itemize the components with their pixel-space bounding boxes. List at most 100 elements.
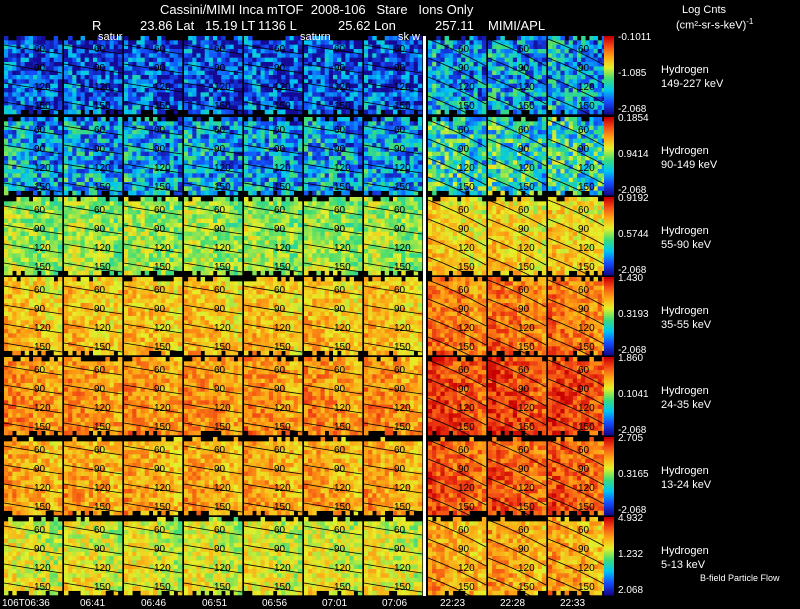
colorbar-cell [604,378,614,381]
contour-label: 60 [458,445,470,456]
image-panel [3,197,63,276]
colorbar-cell [604,61,614,64]
colorbar-cell [604,230,614,233]
time-label: 06:41 [80,598,106,609]
contour-label: 150 [94,101,111,112]
colorbar-cell [604,273,614,276]
colorbar-cell [604,169,614,172]
colorbar-cell [604,239,614,243]
contour-label: 60 [154,285,166,296]
contour-label: 90 [94,544,106,555]
contour-label: 150 [214,502,231,513]
contour-label: 120 [154,163,171,174]
species-label: Hydrogen [661,465,709,477]
colorbar-cell [604,78,614,82]
image-panel [123,36,183,115]
panel-overlay-label: saturn [300,31,331,43]
colorbar-cell [604,571,614,574]
colorbar-cell [604,308,614,311]
contour-label: 150 [94,422,111,433]
chart-title: Cassini/MIMI Inca mTOF 2008-106 Stare Io… [160,2,474,17]
image-panel [547,437,607,525]
image-panel [183,437,243,516]
contour-label: 60 [94,44,106,55]
contour-label: 150 [34,182,51,193]
contour-label: 90 [334,544,346,555]
contour-label: 120 [458,243,475,254]
contour-label: 90 [94,304,106,315]
contour-label: 90 [394,544,406,555]
time-label: 22:23 [440,598,466,609]
contour-label: 150 [334,101,351,112]
contour-label: 150 [94,582,111,593]
colorbar-cell [604,491,614,494]
contour-label: 60 [94,285,106,296]
contour-label: 150 [394,101,411,112]
colorbar-min-label: -2.068 [618,104,647,115]
colorbar-cell [604,306,614,309]
image-panel [547,117,607,205]
meta-field: MIMI/APL [488,18,546,33]
contour-label: 150 [334,502,351,513]
contour-label: 120 [154,323,171,334]
colorbar-cell [604,503,614,506]
contour-label: 120 [394,323,411,334]
contour-label: 150 [34,101,51,112]
contour-label: 60 [578,445,590,456]
contour-label: 60 [578,285,590,296]
units-title: Log Cnts [682,4,727,16]
contour-label: 120 [394,82,411,93]
colorbar-cell [604,136,614,139]
contour-label: 120 [518,483,535,494]
contour-label: 120 [458,483,475,494]
contour-label: 90 [274,544,286,555]
colorbar-cell [604,520,614,524]
contour-label: 90 [578,144,590,155]
colorbar-cell [604,144,614,147]
contour-label: 90 [458,144,470,155]
contour-label: 150 [154,262,171,273]
colorbar-cell [604,337,614,340]
contour-label: 60 [214,525,226,536]
contour-label: 90 [518,144,530,155]
contour-label: 120 [214,323,231,334]
colorbar-cell [604,323,614,327]
contour-label: 120 [334,483,351,494]
colorbar-cell [604,364,614,368]
contour-label: 90 [274,384,286,395]
colorbar-cell [604,86,614,90]
contour-label: 120 [334,563,351,574]
contour-label: 60 [334,445,346,456]
colorbar-min-label: 2.068 [618,585,644,596]
species-label: Hydrogen [661,545,709,557]
colorbar-cell [604,497,614,500]
contour-label: 120 [458,563,475,574]
colorbar-cell [604,152,614,155]
colorbar-cell [604,138,614,141]
species-label: Hydrogen [661,305,709,317]
colorbar-cell [604,197,614,200]
contour-label: 150 [458,101,475,112]
colorbar-cell [604,360,614,364]
image-panel [123,117,183,196]
colorbar-cell [604,124,614,128]
contour-label: 60 [154,44,166,55]
colorbar-cell [604,150,614,153]
colorbar-mid-label: 1.232 [618,549,644,560]
contour-label: 60 [34,445,46,456]
colorbar-cell [604,544,614,547]
contour-label: 150 [394,422,411,433]
image-panel [3,36,63,115]
colorbar-cell [604,421,614,424]
contour-label: 120 [154,82,171,93]
colorbar-cell [604,159,614,163]
colorbar-cell [604,98,614,101]
meta-field: 1136 L [258,18,297,33]
colorbar-cell [604,481,614,485]
contour-label: 150 [518,422,535,433]
colorbar-max-label: 1.860 [618,353,644,364]
image-panel [547,197,607,285]
colorbar-cell [604,485,614,489]
contour-label: 60 [154,125,166,136]
contour-label: 90 [94,224,106,235]
